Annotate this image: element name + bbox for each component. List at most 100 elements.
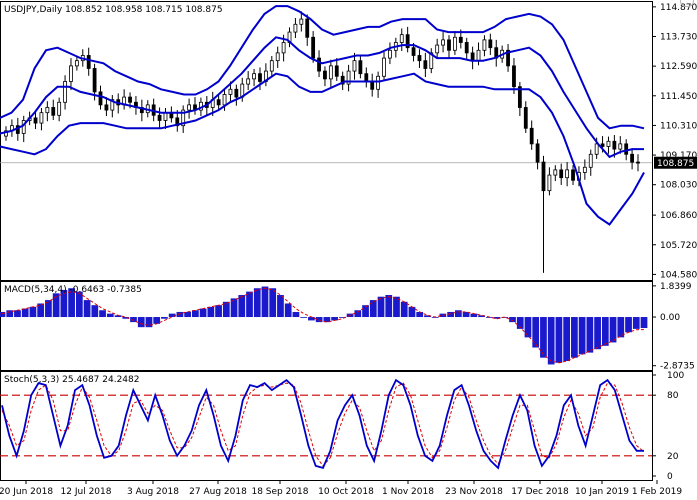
candle-body	[488, 39, 493, 49]
macd-bar	[168, 313, 176, 318]
candle-body	[588, 153, 593, 168]
macd-histogram-group	[0, 286, 648, 365]
candle-body	[110, 99, 115, 111]
candle-body	[382, 57, 386, 77]
symbol-label: USDJPY,Daily 108.852 108.958 108.715 108…	[4, 5, 223, 15]
macd-tick-label: -2.8735	[660, 362, 695, 372]
price-panel-frame	[0, 1, 653, 281]
macd-bar	[269, 288, 277, 318]
candle-body	[482, 39, 487, 51]
macd-bar	[354, 310, 362, 318]
candle-body	[600, 143, 605, 147]
macd-bar	[21, 308, 29, 318]
macd-bar	[586, 317, 594, 353]
stoch-main-line	[1, 378, 644, 470]
x-tick-label: 17 Dec 2018	[511, 487, 569, 497]
candle-body	[364, 73, 369, 82]
macd-bar	[192, 310, 199, 318]
macd-bar	[555, 317, 563, 363]
macd-bar	[424, 315, 431, 318]
macd-bar	[547, 317, 555, 365]
candle-body	[74, 60, 79, 67]
macd-bar	[462, 311, 470, 318]
macd-bar	[331, 317, 338, 321]
macd-bar	[230, 298, 238, 318]
candle-body	[411, 47, 416, 56]
candle-body	[45, 107, 50, 114]
candle-body	[476, 49, 481, 62]
candle-body	[340, 75, 345, 85]
macd-bar	[277, 295, 284, 318]
candle-body	[181, 109, 186, 127]
candle-body	[636, 161, 640, 164]
candle-body	[69, 65, 73, 82]
candle-body	[92, 68, 97, 93]
macd-bar	[14, 310, 21, 318]
macd-bar	[400, 301, 408, 318]
candle-body	[464, 42, 469, 54]
candle-body	[512, 65, 516, 88]
candle-body	[234, 88, 239, 98]
macd-label: MACD(5,34,4) -0.6463 -0.7385	[4, 285, 142, 295]
stoch-tick-label: 100	[667, 371, 684, 381]
current-price-label: 108.875	[657, 159, 694, 169]
stoch-tick-label: 80	[667, 391, 679, 401]
macd-bar	[338, 317, 346, 318]
macd-bar	[29, 306, 37, 318]
macd-bar	[625, 317, 632, 333]
candle-body	[376, 75, 381, 90]
candle-body	[523, 107, 528, 129]
macd-signal-line	[1, 287, 645, 364]
macd-bar	[454, 310, 462, 318]
candle-body	[447, 39, 451, 51]
macd-bar	[261, 286, 269, 318]
price-tick-label: 104.580	[660, 270, 697, 280]
candle-body	[517, 86, 522, 108]
macd-bar	[609, 317, 617, 343]
candle-body	[594, 143, 599, 155]
macd-bar	[45, 300, 52, 318]
macd-bar	[516, 317, 524, 329]
macd-bar	[60, 289, 68, 318]
macd-bar	[408, 306, 416, 318]
x-tick-label: 23 Nov 2018	[445, 487, 503, 497]
candle-body	[535, 143, 540, 163]
candle-body	[228, 88, 233, 95]
candle-body	[559, 169, 564, 179]
macd-bar	[439, 313, 447, 318]
macd-bar	[145, 317, 153, 328]
candle-body	[258, 73, 262, 82]
candle-body	[157, 114, 162, 121]
candle-body	[252, 73, 256, 80]
macd-bar	[246, 291, 253, 318]
candle-body	[63, 81, 67, 103]
candle-body	[399, 34, 404, 43]
macd-bar	[640, 317, 648, 329]
macd-bar	[447, 311, 454, 318]
candle-body	[606, 140, 611, 147]
bollinger-middle-band	[0, 36, 644, 159]
macd-bar	[369, 300, 377, 318]
candle-body	[582, 166, 587, 173]
macd-bar	[68, 288, 75, 318]
candle-body	[541, 161, 546, 192]
macd-bar	[238, 295, 246, 318]
price-tick-label: 114.870	[660, 3, 697, 13]
price-tick-label: 110.310	[660, 121, 697, 131]
candle-body	[269, 60, 274, 72]
macd-panel-frame	[0, 281, 653, 371]
x-tick-label: 1 Nov 2018	[382, 487, 434, 497]
candle-body	[275, 52, 280, 62]
x-tick-label: 12 Jul 2018	[61, 487, 112, 497]
x-tick-label: 1 Feb 2019	[632, 487, 683, 497]
candle-body	[553, 169, 558, 176]
stoch-tick-label: 0	[667, 472, 673, 482]
candle-body	[417, 55, 422, 62]
macd-bar	[122, 317, 130, 319]
candle-body	[429, 52, 434, 69]
macd-bar	[385, 295, 393, 318]
candle-body	[281, 42, 286, 54]
macd-bar	[153, 317, 161, 324]
macd-bar	[130, 317, 137, 323]
